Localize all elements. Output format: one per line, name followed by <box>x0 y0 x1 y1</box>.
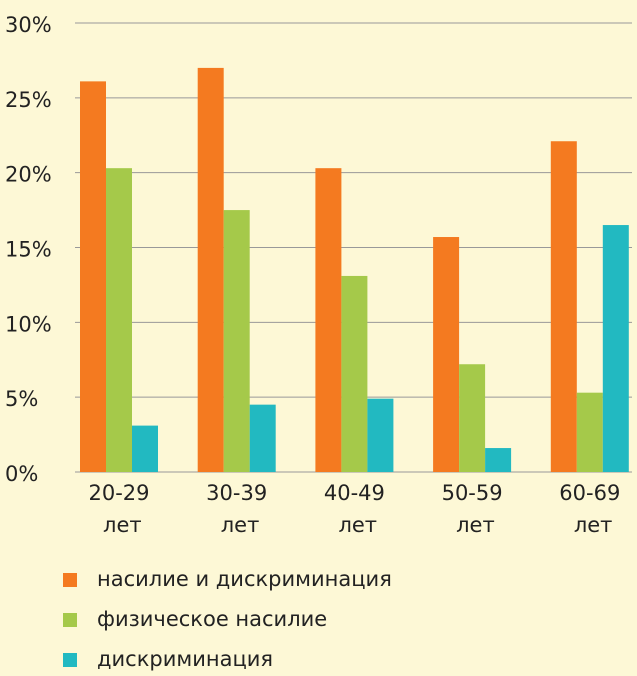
bar <box>550 141 577 472</box>
legend-swatch <box>63 573 77 587</box>
legend-label: физическое насилие <box>97 607 327 631</box>
bar <box>341 275 368 472</box>
bar <box>249 404 276 472</box>
bar <box>367 398 394 472</box>
bar <box>576 392 603 472</box>
bar <box>106 168 132 472</box>
bar <box>315 168 342 472</box>
x-tick-label: 50-59 лет <box>442 481 503 537</box>
y-tick-label: 20% <box>5 163 52 187</box>
y-tick-label: 30% <box>5 13 52 37</box>
y-tick-label: 5% <box>5 387 38 411</box>
legend-swatch <box>63 613 77 627</box>
legend-label: насилие и дискриминация <box>97 567 392 591</box>
x-tick-label: 40-49 лет <box>324 481 385 537</box>
bar <box>80 81 106 473</box>
y-tick-label: 15% <box>5 238 52 262</box>
bar <box>197 67 224 473</box>
bar <box>223 210 250 473</box>
y-tick-label: 0% <box>5 462 38 486</box>
bar <box>459 364 486 472</box>
x-tick-label: 30-39 лет <box>206 481 267 537</box>
bar <box>433 237 460 472</box>
bar <box>602 225 629 472</box>
y-tick-label: 25% <box>5 88 52 112</box>
x-tick-label: 60-69 лет <box>559 481 620 537</box>
legend-swatch <box>63 653 77 667</box>
y-tick-label: 10% <box>5 312 52 336</box>
bar <box>132 425 158 472</box>
bar <box>485 448 512 472</box>
legend-label: дискриминация <box>97 647 273 671</box>
x-tick-label: 20-29 лет <box>88 481 149 537</box>
